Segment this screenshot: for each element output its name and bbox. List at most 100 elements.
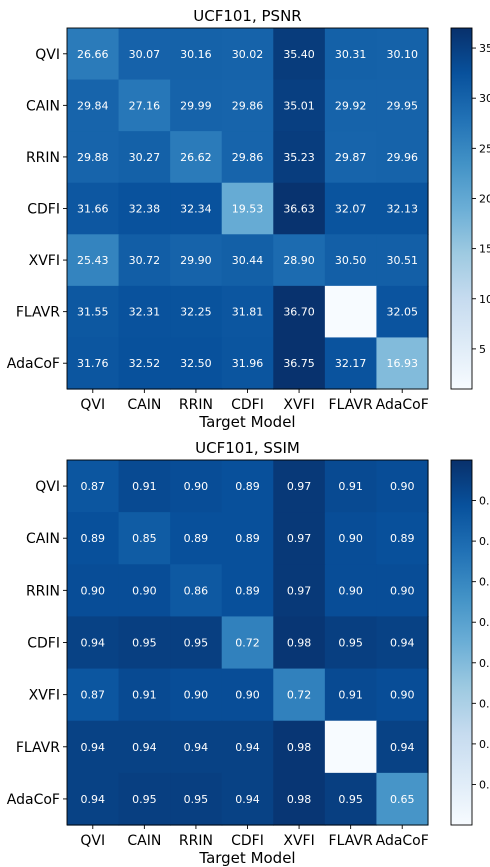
heatmap-cell <box>170 564 223 618</box>
heatmap-cell <box>324 564 378 618</box>
colorbar <box>451 28 472 389</box>
cell-value-label: 0.89 <box>81 532 106 545</box>
y-tick-label: AdaCoF <box>7 356 60 372</box>
heatmap-cell <box>376 337 429 390</box>
cell-value-label: 32.31 <box>129 306 161 319</box>
cell-value-label: 30.07 <box>129 48 161 61</box>
x-tick-label: CAIN <box>127 397 161 413</box>
heatmap-cell <box>376 668 429 722</box>
cell-value-label: 0.95 <box>184 637 209 650</box>
cell-value-label: 0.90 <box>235 689 260 702</box>
cell-value-label: 30.27 <box>129 151 161 164</box>
cell-value-label: 0.94 <box>390 741 415 754</box>
cell-value-label: 30.51 <box>386 254 418 267</box>
heatmap-cell <box>67 131 120 184</box>
y-tick-label: FLAVR <box>16 740 60 756</box>
cell-value-label: 29.96 <box>386 151 418 164</box>
heatmap-cell <box>170 79 223 132</box>
cell-value-label: 0.89 <box>390 532 415 545</box>
chart-title: UCF101, PSNR <box>193 7 301 25</box>
heatmap-cell <box>221 512 274 565</box>
x-tick-label: CAIN <box>127 833 161 849</box>
x-tick-label: QVI <box>80 833 105 849</box>
cell-value-label: 31.76 <box>77 357 109 370</box>
heatmap-cell <box>376 79 429 132</box>
cell-value-label: 30.44 <box>232 254 264 267</box>
cell-value-label: 0.90 <box>390 480 415 493</box>
cell-value-label: 0.89 <box>184 532 209 545</box>
cell-value-label: 27.16 <box>129 99 161 112</box>
heatmap-cell <box>221 234 274 287</box>
heatmap-cell <box>118 772 171 826</box>
heatmap-cell <box>324 28 378 81</box>
heatmap-cell <box>221 668 274 722</box>
cell-value-label: 31.96 <box>232 357 264 370</box>
heatmap-cell <box>67 564 120 618</box>
heatmap-cell <box>273 234 326 287</box>
heatmap-cell <box>221 337 274 390</box>
x-axis-label: Target Model <box>198 413 295 431</box>
heatmap-cell <box>170 28 223 81</box>
cell-value-label: 0.94 <box>132 741 157 754</box>
heatmap-cell <box>118 28 171 81</box>
heatmap-cell <box>273 564 326 618</box>
cell-value-label: 0.90 <box>390 584 415 597</box>
cell-value-label: 19.53 <box>232 203 264 216</box>
heatmap-cell <box>273 512 326 565</box>
cell-value-label: 35.40 <box>283 48 315 61</box>
heatmap-cell <box>273 720 326 774</box>
cell-value-label: 0.86 <box>184 584 209 597</box>
heatmap-cell <box>324 720 378 774</box>
heatmap-cell <box>376 772 429 826</box>
cell-value-label: 35.01 <box>283 99 315 112</box>
cell-value-label: 31.55 <box>77 306 109 319</box>
y-tick-label: CDFI <box>27 636 60 652</box>
cell-value-label: 26.66 <box>77 48 109 61</box>
y-tick-label: RRIN <box>26 583 60 599</box>
cell-value-label: 30.50 <box>335 254 367 267</box>
cell-value-label: 0.97 <box>287 584 312 597</box>
cell-value-label: 0.95 <box>132 637 157 650</box>
heatmap-cell <box>170 337 223 390</box>
colorbar-tick-label: 10 <box>479 293 490 306</box>
heatmap-cell <box>170 460 223 513</box>
cell-value-label: 29.95 <box>386 99 418 112</box>
cell-value-label: 32.52 <box>129 357 161 370</box>
heatmap-cell <box>324 285 378 339</box>
x-tick-label: CDFI <box>231 833 264 849</box>
heatmap-cell <box>221 772 274 826</box>
cell-value-label: 0.95 <box>132 793 157 806</box>
heatmap-cell <box>376 460 429 513</box>
y-tick-label: AdaCoF <box>7 792 60 808</box>
cell-value-label: 0.95 <box>184 793 209 806</box>
y-tick-label: FLAVR <box>16 305 60 321</box>
cell-value-label: 30.72 <box>129 254 161 267</box>
cell-value-label: 0.95 <box>338 793 363 806</box>
cell-value-label: 0.94 <box>81 793 106 806</box>
heatmap-cell <box>170 512 223 565</box>
colorbar-tick-label: 0.6 <box>479 616 490 629</box>
colorbar-frame <box>450 459 473 826</box>
cell-value-label: 0.97 <box>287 532 312 545</box>
y-tick-label: XVFI <box>29 688 60 704</box>
heatmap-cell <box>376 28 429 81</box>
y-tick-label: CDFI <box>27 202 60 218</box>
heatmap-cell <box>67 668 120 722</box>
heatmap-cell <box>118 234 171 287</box>
cell-value-label: 32.07 <box>335 203 367 216</box>
heatmap-cell <box>170 720 223 774</box>
x-tick-label: XVFI <box>283 397 314 413</box>
cell-value-label: 0.89 <box>235 584 260 597</box>
x-tick-label: CDFI <box>231 397 264 413</box>
heatmap-cell <box>118 668 171 722</box>
cell-value-label: 0.94 <box>235 793 260 806</box>
heatmap-cell <box>324 460 378 513</box>
heatmap-cell <box>273 460 326 513</box>
heatmap-cell <box>376 182 429 235</box>
heatmap-panel-1: UCF101, PSNR 26.66 30.07 30.16 30.02 35.40 30.… <box>7 7 490 431</box>
cell-value-label: 30.02 <box>232 48 264 61</box>
heatmap-cell <box>221 720 274 774</box>
heatmap-cell <box>273 28 326 81</box>
